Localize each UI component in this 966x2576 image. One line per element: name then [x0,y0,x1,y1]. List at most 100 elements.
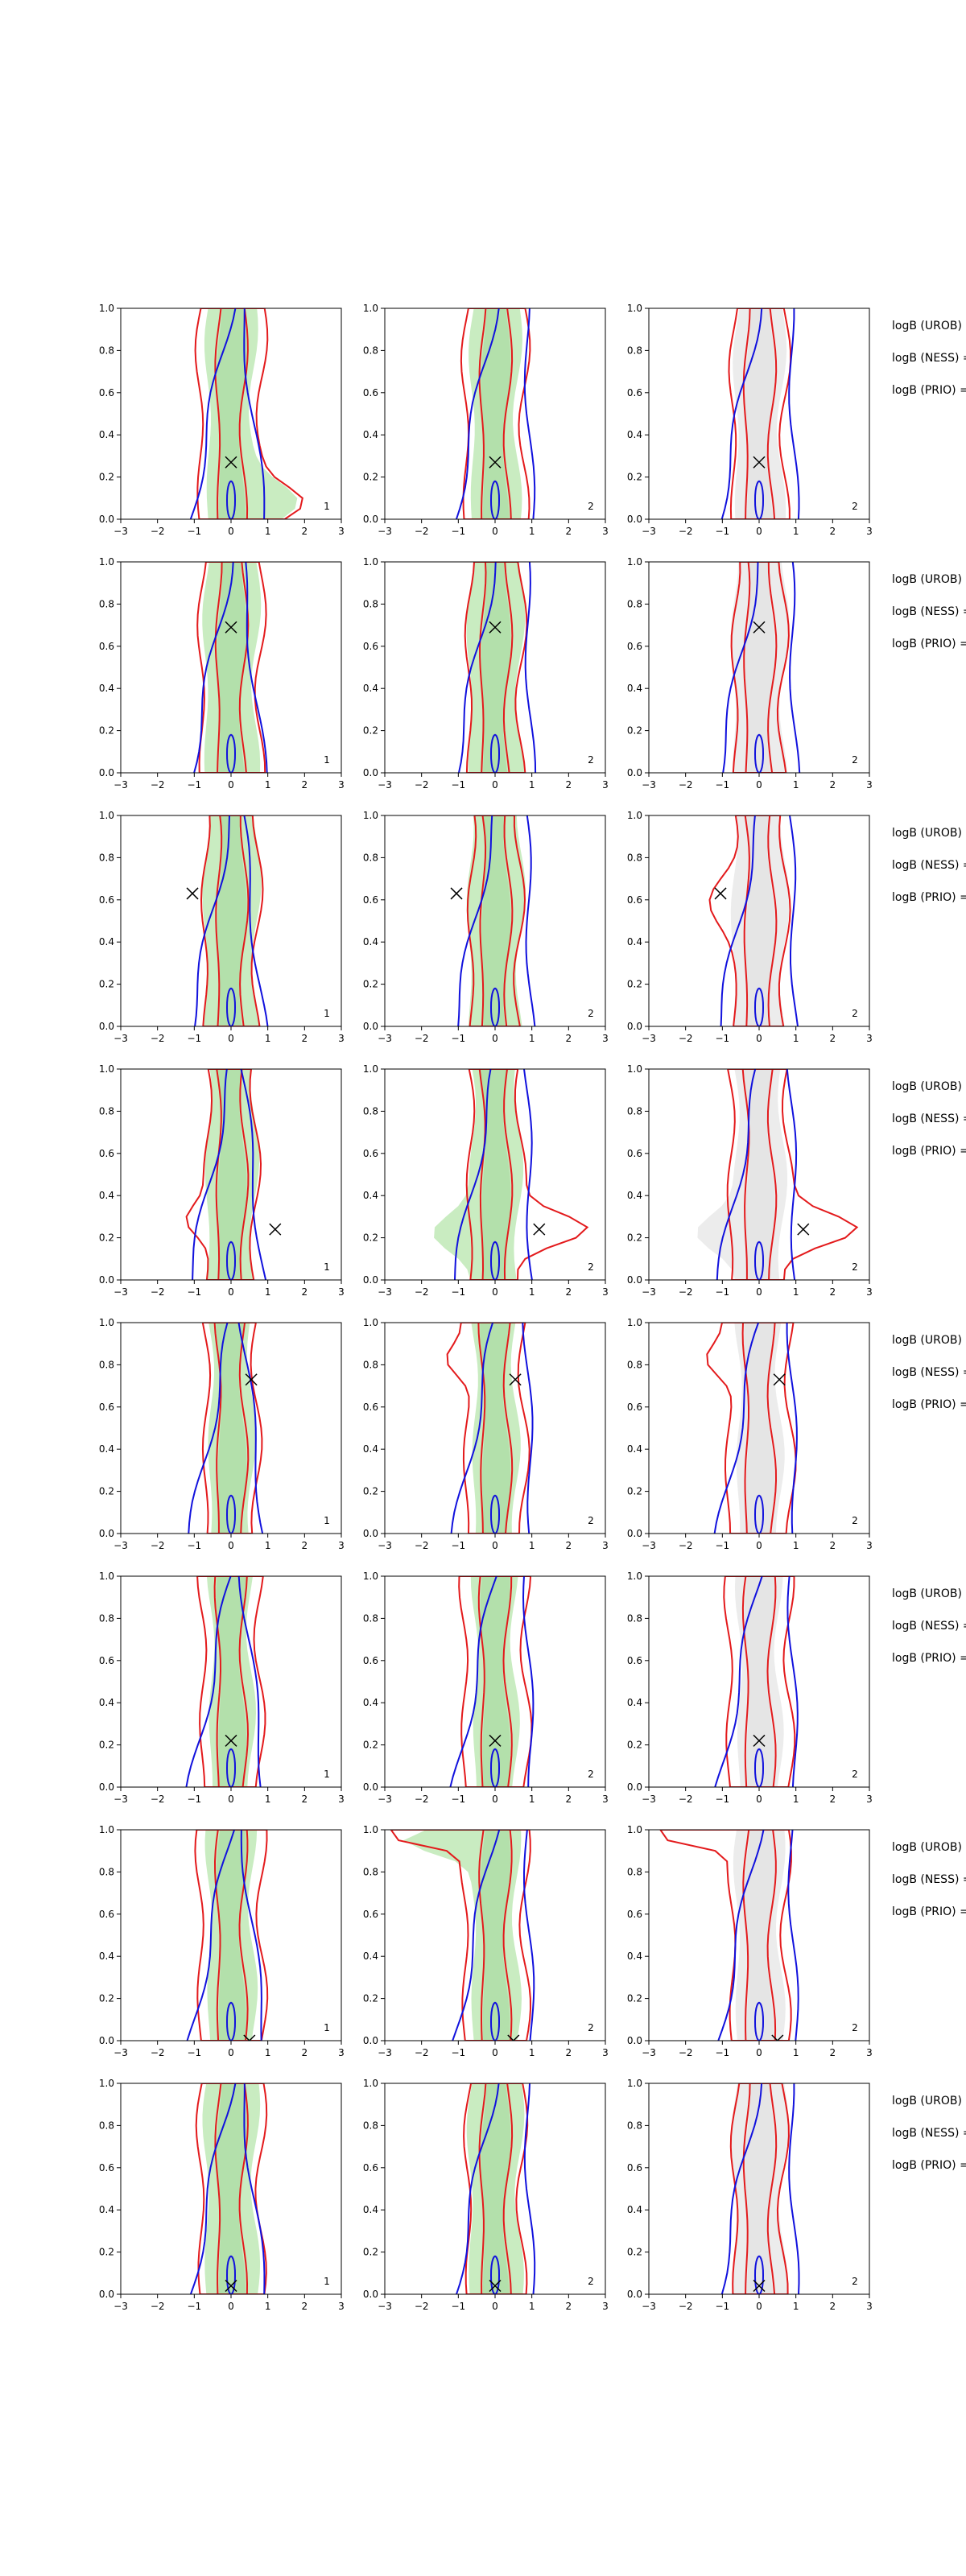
x-tick-label: 3 [338,1286,345,1298]
contour-layer [450,815,536,1026]
red-contour-inner [741,1069,778,1280]
blue-contour-loop [753,987,765,1026]
y-tick-label: 0.4 [627,1697,642,1708]
y-tick-label: 0.4 [363,683,378,694]
y-tick-label: 0.0 [363,514,378,525]
y-tick-label: 0.8 [99,1866,114,1877]
density-fill-inner [745,308,775,519]
panel-r4-c1: −3 −2 −1 0 1 2 3 0.0 0.2 0.4 0.6 0.8 1.0 1 [99,1063,345,1298]
x-tick-label: 1 [793,2301,799,2312]
true-value-marker [489,621,502,634]
x-tick-label: 2 [830,1286,836,1298]
x-tick-label: 0 [228,526,234,537]
red-contour-outer [196,1576,266,1787]
x-tick-label: 1 [265,526,271,537]
logb-label: logB (NESS) = [892,859,966,872]
x-tick-label: 0 [228,1033,234,1044]
x-tick-label: −2 [415,1286,429,1298]
y-tick-label: 0.4 [627,1190,642,1201]
panel-corner-label: 2 [852,501,858,512]
y-tick-label: 0.0 [627,767,642,778]
x-tick-label: 3 [338,526,345,537]
x-tick-label: −2 [151,526,165,537]
y-tick-label: 0.4 [363,2204,378,2215]
density-fill-inner [481,308,511,519]
x-tick-label: 3 [866,779,873,791]
y-tick-label: 0.0 [363,1528,378,1539]
logb-label: logB (PRIO) = [892,2159,966,2172]
blue-contour-right [786,1323,798,1534]
density-fill-inner [217,308,247,519]
x-tick-label: −1 [451,526,465,537]
x-tick-label: 3 [602,1286,609,1298]
y-tick-label: 0.8 [99,598,114,609]
x-tick-label: 3 [866,1286,873,1298]
x-tick-label: −3 [378,1286,392,1298]
red-contour-inner [742,2083,778,2294]
blue-contour-left [194,815,230,1026]
y-tick-label: 0.6 [363,387,378,398]
side-labels-row-8: logB (UROB) = logB (NESS) = logB (PRIO) = [892,2095,966,2172]
y-tick-label: 0.2 [99,1486,114,1497]
x-tick-label: 0 [228,779,234,791]
x-tick-label: −2 [679,2301,693,2312]
contour-layer [722,562,801,773]
y-tick-label: 0.8 [363,1359,378,1370]
logb-label: logB (PRIO) = [892,384,966,397]
true-value-marker [450,887,463,900]
blue-contour-left [722,562,759,773]
blue-contour-left [458,562,497,773]
blue-contour-right [525,815,536,1026]
x-tick-label: −3 [114,1286,128,1298]
red-contour-outer [728,308,792,519]
y-tick-label: 1.0 [363,1317,378,1328]
y-tick-label: 0.0 [363,1274,378,1286]
x-tick-label: −3 [378,1540,392,1551]
x-tick-label: 0 [228,2047,234,2058]
y-tick-label: 0.0 [99,514,114,525]
y-tick-label: 0.8 [627,1612,642,1624]
blue-contour-loop [225,1748,237,1787]
x-tick-label: −1 [451,2301,465,2312]
x-tick-label: −1 [451,2047,465,2058]
density-fill-inner [217,2083,247,2294]
true-value-marker [489,2279,502,2293]
red-contour-outer [460,308,531,519]
red-contour-outer [446,1323,530,1534]
panel-corner-label: 2 [852,1515,858,1526]
y-tick-label: 0.2 [627,1486,642,1497]
panel-r1-c3: −3 −2 −1 0 1 2 3 0.0 0.2 0.4 0.6 0.8 1.0 2 [627,303,873,537]
contour-layer [708,815,799,1026]
y-tick-label: 0.8 [627,1359,642,1370]
x-tick-label: −3 [378,779,392,791]
y-tick-label: 0.2 [627,725,642,737]
x-tick-label: −2 [679,2047,693,2058]
red-contour-inner [743,815,778,1026]
y-tick-label: 0.4 [363,1190,378,1201]
x-tick-label: −1 [187,779,201,791]
x-tick-label: 2 [302,526,308,537]
x-tick-label: −1 [451,1794,465,1805]
panel-r1-c1: −3 −2 −1 0 1 2 3 0.0 0.2 0.4 0.6 0.8 1.0 1 [99,303,345,537]
blue-contour-right [788,2083,800,2294]
y-tick-label: 1.0 [627,1317,642,1328]
y-tick-label: 0.4 [99,936,114,947]
density-fill-inner [744,1069,775,1280]
x-tick-label: 1 [529,1794,535,1805]
blue-contour-left [450,1323,494,1534]
true-value-marker [225,456,237,469]
x-tick-label: 2 [566,1540,572,1551]
y-tick-label: 1.0 [99,1824,114,1835]
y-tick-label: 1.0 [627,556,642,568]
x-tick-label: 1 [529,2047,535,2058]
y-tick-label: 0.6 [99,641,114,652]
x-tick-label: −3 [378,526,392,537]
y-tick-label: 0.4 [99,1697,114,1708]
y-tick-label: 0.2 [627,1993,642,2004]
x-tick-label: 2 [302,1033,308,1044]
red-contour-inner [743,562,778,773]
x-tick-label: 1 [265,2047,271,2058]
x-tick-label: 2 [566,1794,572,1805]
x-tick-label: 1 [529,1286,535,1298]
